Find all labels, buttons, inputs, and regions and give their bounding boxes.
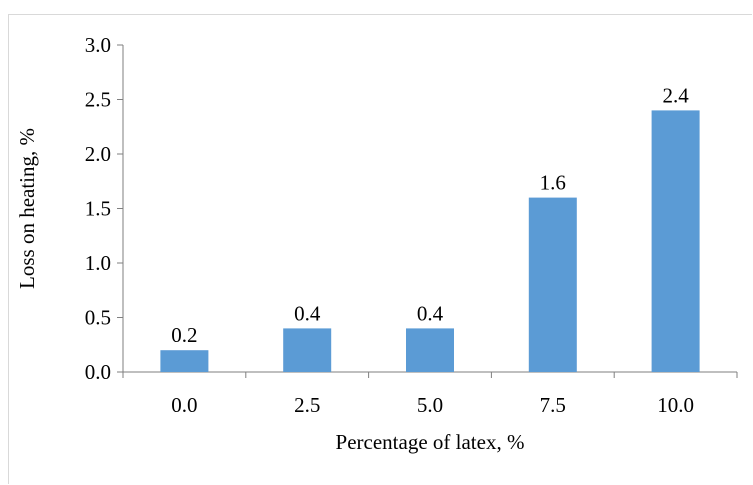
x-axis: 0.0 2.5 5.0 7.5 10.0 <box>122 371 738 417</box>
x-tick-label: 2.5 <box>294 393 320 417</box>
data-label: 0.2 <box>171 323 197 347</box>
bar <box>651 110 700 373</box>
y-axis-title: Loss on heating, % <box>15 128 39 289</box>
x-tick-label: 7.5 <box>540 393 566 417</box>
y-tick-label: 3.0 <box>85 33 111 57</box>
data-labels: 0.2 0.4 0.4 1.6 2.4 <box>171 83 689 347</box>
y-tick-label: 0.0 <box>85 360 111 384</box>
y-tick-label: 1.0 <box>85 251 111 275</box>
x-tick-label: 10.0 <box>657 393 694 417</box>
data-label: 0.4 <box>294 301 321 325</box>
data-label: 2.4 <box>662 83 689 107</box>
x-tick-label: 5.0 <box>417 393 443 417</box>
bars <box>160 110 700 373</box>
bar <box>406 328 454 372</box>
y-tick-label: 2.0 <box>85 142 111 166</box>
y-tick-label: 2.5 <box>85 88 111 112</box>
y-axis: 0.0 0.5 1.0 1.5 2.0 2.5 3.0 <box>85 33 124 384</box>
y-tick-label: 1.5 <box>85 197 111 221</box>
bar <box>160 350 209 372</box>
chart-frame <box>8 14 752 484</box>
data-label: 1.6 <box>540 171 566 195</box>
x-tick-label: 0.0 <box>171 393 197 417</box>
y-tick-label: 0.5 <box>85 306 111 330</box>
data-label: 0.4 <box>417 301 444 325</box>
bar <box>528 197 577 372</box>
bar <box>283 328 332 372</box>
x-axis-title: Percentage of latex, % <box>336 430 525 454</box>
